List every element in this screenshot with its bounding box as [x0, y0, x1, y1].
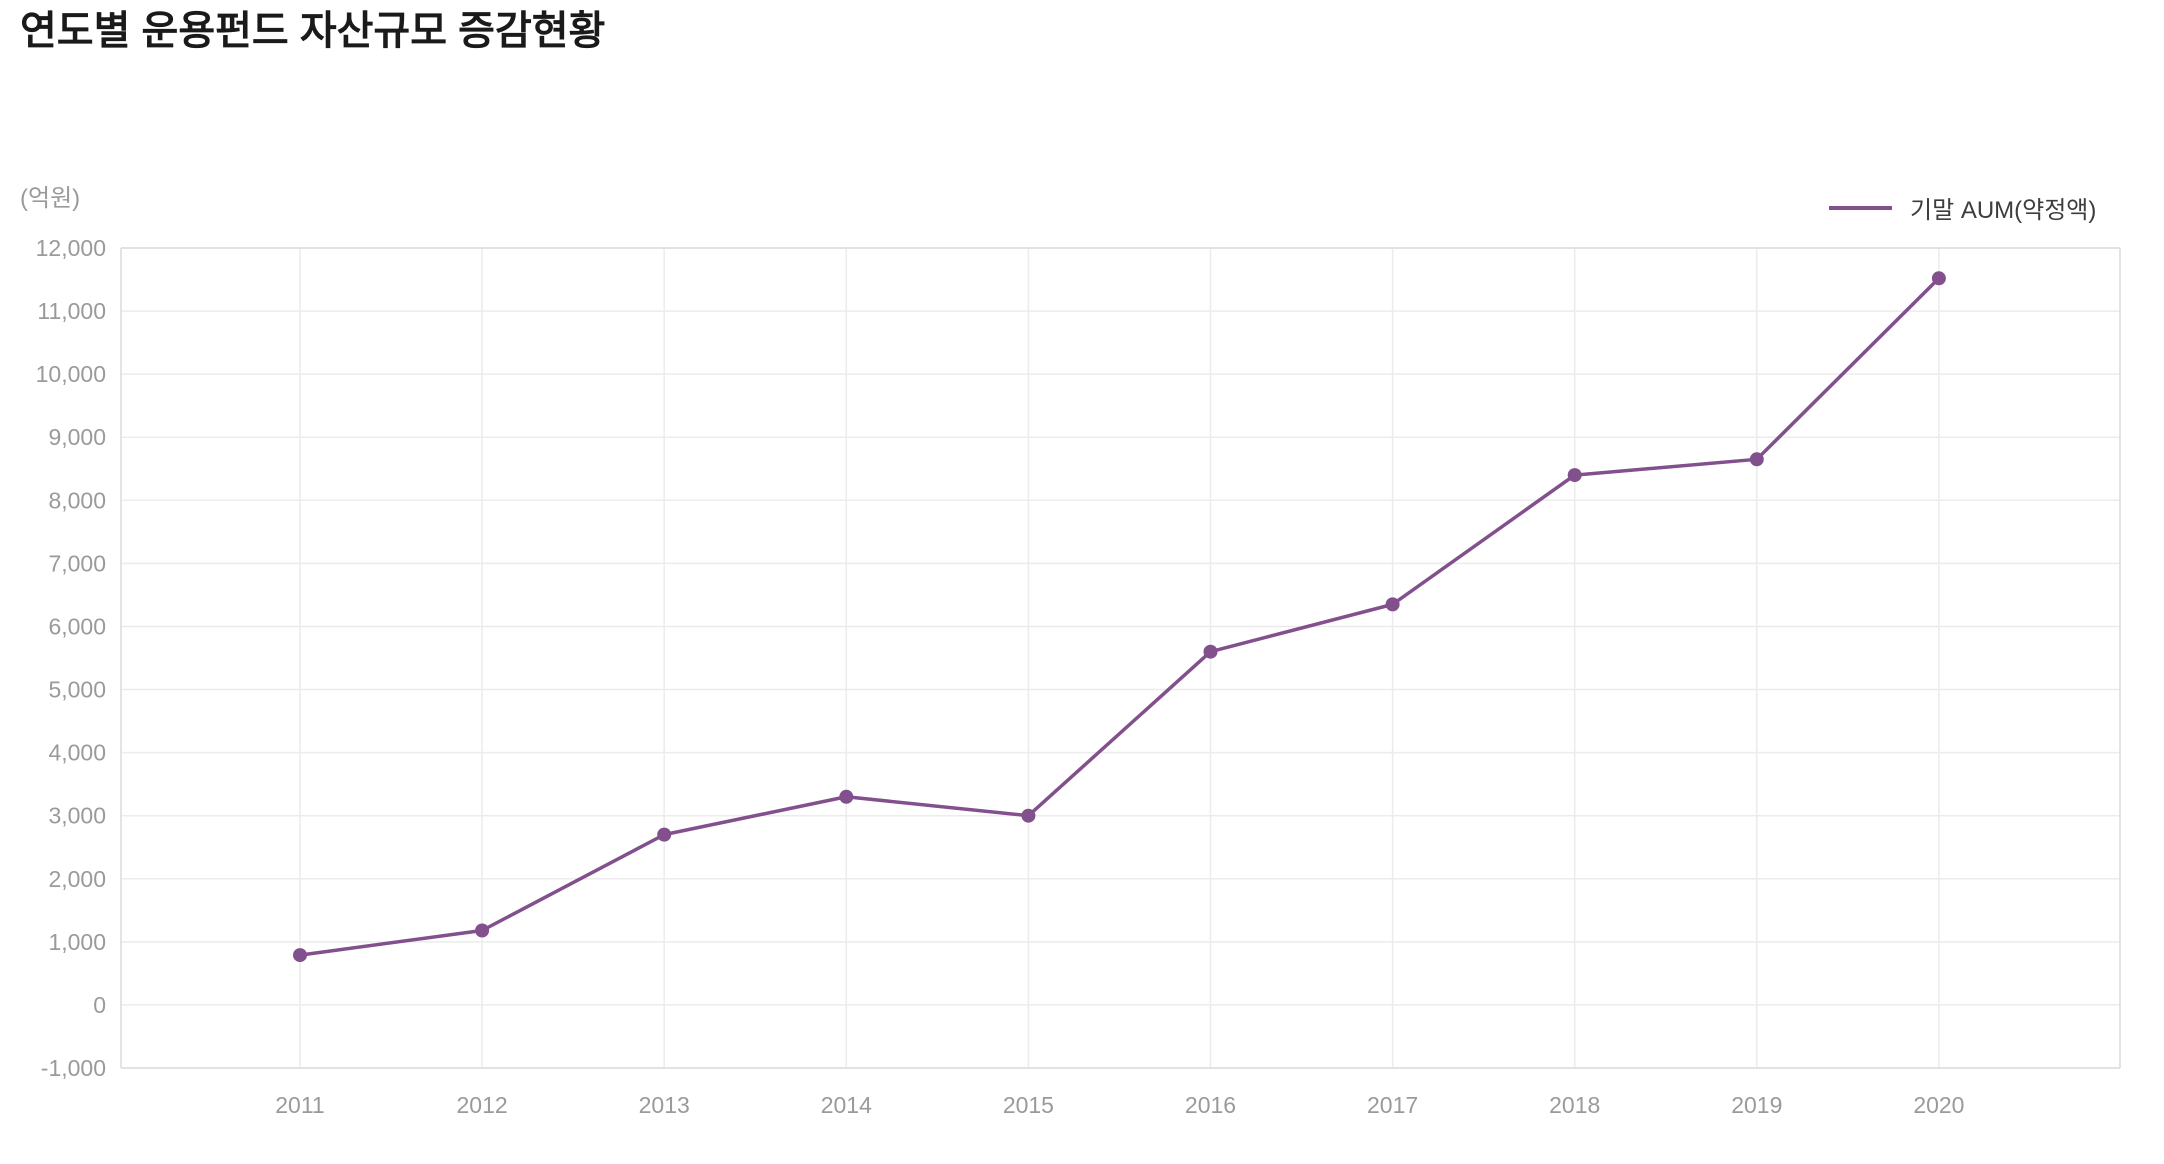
svg-text:2013: 2013: [639, 1092, 690, 1118]
svg-text:8,000: 8,000: [48, 487, 106, 513]
svg-text:2015: 2015: [1003, 1092, 1054, 1118]
svg-text:6,000: 6,000: [48, 613, 106, 639]
svg-text:2012: 2012: [457, 1092, 508, 1118]
svg-text:2020: 2020: [1913, 1092, 1964, 1118]
svg-text:2014: 2014: [821, 1092, 872, 1118]
svg-text:0: 0: [93, 992, 106, 1018]
svg-text:-1,000: -1,000: [41, 1055, 106, 1081]
svg-text:2,000: 2,000: [48, 866, 106, 892]
svg-text:7,000: 7,000: [48, 550, 106, 576]
svg-text:12,000: 12,000: [36, 235, 106, 261]
svg-text:1,000: 1,000: [48, 929, 106, 955]
svg-text:11,000: 11,000: [37, 298, 106, 324]
svg-text:3,000: 3,000: [48, 803, 106, 829]
svg-text:2019: 2019: [1731, 1092, 1782, 1118]
svg-text:2017: 2017: [1367, 1092, 1418, 1118]
svg-text:5,000: 5,000: [48, 677, 106, 703]
svg-text:2016: 2016: [1185, 1092, 1236, 1118]
svg-text:2018: 2018: [1549, 1092, 1600, 1118]
svg-text:10,000: 10,000: [36, 361, 106, 387]
svg-text:9,000: 9,000: [48, 424, 106, 450]
svg-text:4,000: 4,000: [48, 740, 106, 766]
svg-text:2011: 2011: [275, 1092, 324, 1118]
